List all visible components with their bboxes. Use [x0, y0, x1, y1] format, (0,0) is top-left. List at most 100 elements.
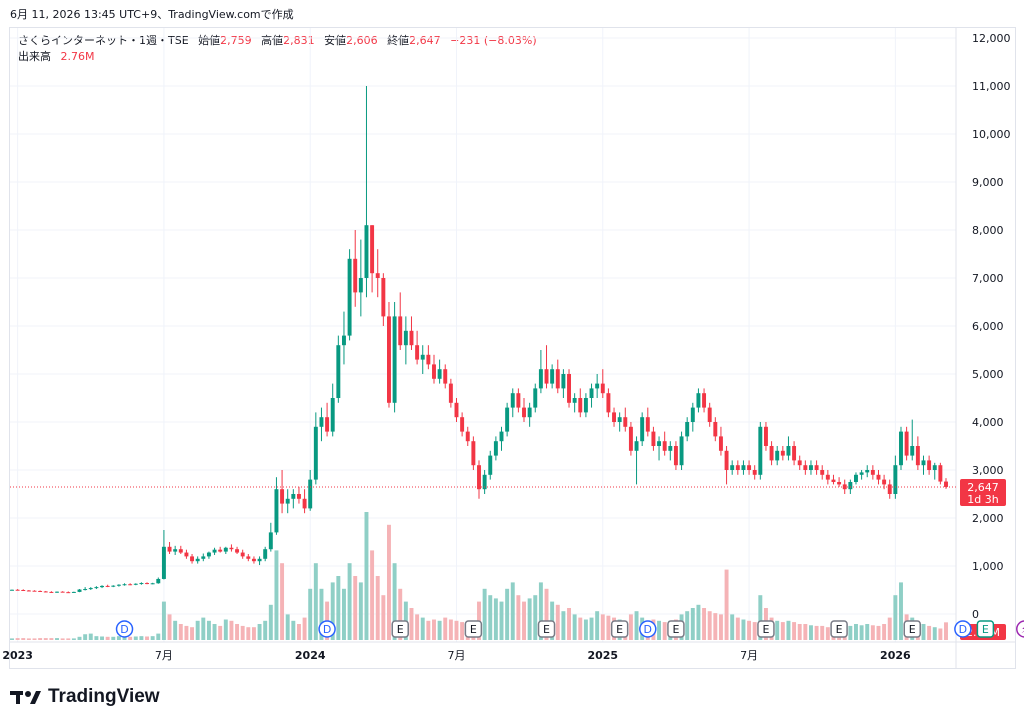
candle-body: [921, 460, 926, 466]
volume-bar: [246, 627, 251, 640]
candle-body: [133, 583, 138, 585]
volume-bar: [341, 588, 346, 640]
volume-bar: [870, 625, 875, 640]
earnings-marker-label: E: [982, 623, 989, 636]
volume-label[interactable]: 出来高: [18, 50, 51, 63]
price-tick-label: 9,000: [972, 176, 1004, 189]
legend-volume-row: 出来高 2.76M: [18, 49, 537, 65]
time-tick-label: 7月: [740, 649, 758, 662]
candle-body: [769, 446, 774, 461]
candle-body: [870, 470, 875, 475]
volume-bar: [685, 611, 690, 640]
volume-bar: [730, 614, 735, 640]
earnings-marker: [757, 620, 775, 638]
candle-body: [702, 393, 707, 408]
candle-body: [848, 482, 853, 490]
price-tick-label: 1,000: [972, 560, 1004, 573]
volume-bar: [578, 617, 583, 640]
volume-bar: [415, 614, 420, 640]
candle-body: [178, 549, 183, 553]
candle-body: [330, 398, 335, 432]
candle-body: [538, 369, 543, 389]
candle-body: [612, 412, 617, 422]
candle-body: [21, 590, 26, 591]
price-tick-label: 12,000: [972, 32, 1011, 45]
candle-body: [837, 482, 842, 485]
candle-body: [280, 489, 285, 504]
volume-bar: [780, 622, 785, 640]
volume-bar: [538, 582, 543, 640]
candle-body: [544, 369, 549, 384]
dividend-marker: [639, 620, 657, 638]
earnings-marker-label: E: [909, 623, 916, 636]
volume-bar: [229, 620, 234, 640]
candle-body: [403, 330, 408, 346]
volume-bar: [291, 620, 296, 640]
dividend-marker-label: D: [120, 623, 128, 636]
price-tick-label: 3,000: [972, 464, 1004, 477]
candle-body: [161, 546, 166, 579]
event-marker: [1016, 620, 1024, 638]
candle-body: [308, 479, 313, 509]
volume-bar: [595, 611, 600, 640]
volume-bar: [347, 563, 352, 640]
earnings-marker-label: E: [616, 623, 623, 636]
volume-bar: [572, 614, 577, 640]
price-tick-label: 0: [972, 608, 979, 621]
volume-bar: [882, 624, 887, 640]
candle-body: [623, 417, 628, 427]
candle-body: [32, 590, 37, 592]
volume-bar: [195, 620, 200, 640]
volume-bar: [775, 620, 780, 640]
candle-body: [415, 345, 420, 360]
volume-bar: [161, 601, 166, 640]
volume-bar: [274, 550, 279, 640]
volume-bar: [251, 627, 256, 640]
volume-bar: [235, 624, 240, 640]
candle-body: [122, 584, 127, 586]
candle-body: [471, 441, 476, 466]
volume-bar: [263, 620, 268, 640]
volume-bar: [387, 524, 391, 640]
volume-bar: [606, 615, 611, 640]
candle-body: [690, 407, 695, 422]
volume-bar: [319, 588, 324, 640]
candle-body: [387, 316, 391, 403]
symbol-title[interactable]: さくらインターネット・1週・TSE: [18, 34, 189, 47]
candle-body: [88, 588, 93, 590]
candle-body: [398, 316, 403, 346]
volume-bar: [899, 582, 903, 640]
volume-bar: [201, 617, 206, 640]
volume-bar: [240, 625, 245, 640]
candle-body: [218, 549, 223, 552]
volume-bar: [533, 595, 538, 640]
dividend-marker-label: D: [323, 623, 331, 636]
candle-body: [488, 455, 493, 475]
candle-body: [741, 465, 746, 470]
volume-bar: [302, 617, 307, 640]
candle-body: [38, 590, 43, 592]
price-tick-label: 10,000: [972, 128, 1011, 141]
candle-body: [392, 316, 397, 403]
candle-body: [567, 374, 571, 403]
volume-bar: [308, 588, 313, 640]
candle-body: [206, 552, 211, 557]
candle-body: [589, 388, 594, 398]
candle-body: [820, 470, 825, 475]
volume-bar: [713, 613, 718, 640]
earnings-marker-label: E: [762, 623, 769, 636]
volume-bar: [859, 625, 864, 640]
candle-body: [572, 398, 577, 403]
volume-bar: [128, 636, 133, 640]
candle-body: [268, 532, 273, 550]
volume-bar: [353, 576, 358, 640]
volume-bar: [167, 614, 172, 640]
candle-body: [938, 465, 943, 482]
brand-name: TradingView: [48, 686, 160, 707]
candle-body: [865, 470, 870, 473]
candle-body: [325, 417, 330, 432]
candle-body: [116, 584, 121, 586]
candle-body: [645, 417, 650, 432]
volume-bar: [71, 638, 76, 640]
